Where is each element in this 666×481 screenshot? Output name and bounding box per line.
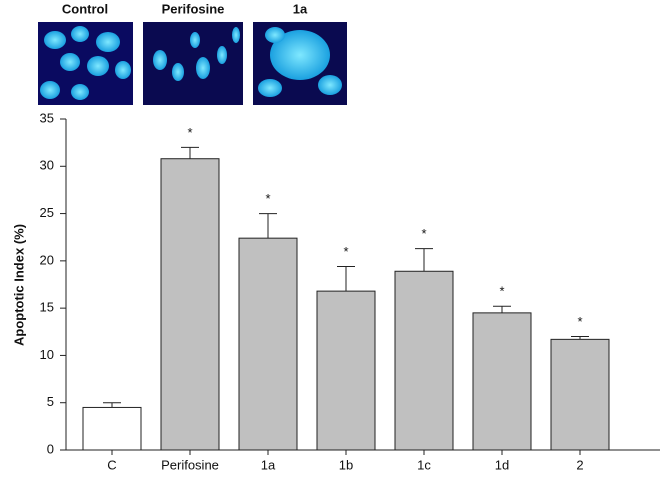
bar — [316, 290, 376, 451]
micrograph — [38, 22, 133, 105]
y-tick-label: 10 — [40, 347, 54, 362]
bar — [394, 270, 454, 451]
y-tick-label: 25 — [40, 205, 54, 220]
y-tick-label: 20 — [40, 252, 54, 267]
y-tick-label: 35 — [40, 110, 54, 125]
panel-label: Control — [62, 1, 108, 16]
y-tick-label: 5 — [47, 394, 54, 409]
x-tick-label: 1d — [495, 457, 509, 472]
y-tick-label: 15 — [40, 300, 54, 315]
panel-label: 1a — [293, 1, 308, 16]
significance-marker: * — [343, 244, 348, 259]
y-axis-label: Apoptotic Index (%) — [11, 224, 26, 346]
significance-marker: * — [421, 226, 426, 241]
micrograph — [143, 22, 243, 105]
x-tick-label: C — [107, 457, 116, 472]
significance-marker: * — [499, 284, 504, 299]
bar — [238, 237, 298, 451]
bar — [550, 338, 610, 451]
significance-marker: * — [187, 125, 192, 140]
y-tick-label: 30 — [40, 158, 54, 173]
bar — [472, 312, 532, 451]
x-tick-label: 1c — [417, 457, 431, 472]
significance-marker: * — [577, 314, 582, 329]
x-tick-label: 1b — [339, 457, 353, 472]
bar — [82, 406, 142, 451]
x-tick-label: 1a — [261, 457, 276, 472]
x-tick-label: Perifosine — [161, 457, 219, 472]
bar — [160, 158, 220, 451]
x-tick-label: 2 — [576, 457, 583, 472]
micrograph — [253, 22, 347, 105]
significance-marker: * — [265, 191, 270, 206]
panel-label: Perifosine — [162, 1, 225, 16]
y-tick-label: 0 — [47, 441, 54, 456]
